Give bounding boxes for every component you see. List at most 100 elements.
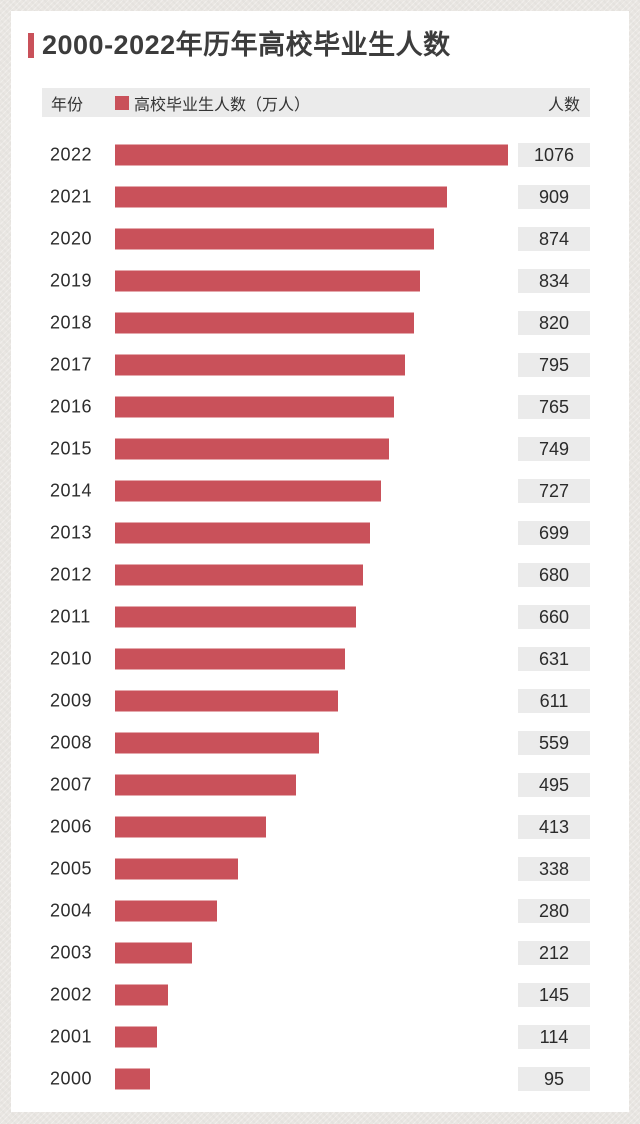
bar: [115, 396, 394, 418]
bar: [115, 774, 296, 796]
year-label: 2021: [50, 186, 93, 207]
value-badge: 727: [518, 479, 590, 503]
year-label: 2022: [50, 144, 93, 165]
table-row: 2004 280: [11, 890, 629, 932]
bar: [115, 354, 405, 376]
chart-card: 2000-2022年历年高校毕业生人数 年份 高校毕业生人数（万人） 人数 20…: [11, 11, 629, 1112]
year-label: 2008: [50, 732, 93, 753]
year-label: 2018: [50, 312, 93, 333]
table-row: 2010 631: [11, 638, 629, 680]
value-badge: 834: [518, 269, 590, 293]
table-row: 2000 95: [11, 1058, 629, 1100]
value-badge: 611: [518, 689, 590, 713]
bar: [115, 1026, 157, 1048]
legend-swatch-icon: [115, 95, 130, 110]
bar: [115, 438, 389, 460]
table-row: 2021 909: [11, 176, 629, 218]
value-badge: 795: [518, 353, 590, 377]
bar: [115, 942, 192, 964]
year-label: 2002: [50, 984, 93, 1005]
year-label: 2006: [50, 816, 93, 837]
year-label: 2003: [50, 942, 93, 963]
value-badge: 338: [518, 857, 590, 881]
value-badge: 699: [518, 521, 590, 545]
bar: [115, 648, 345, 670]
year-label: 2012: [50, 564, 93, 585]
year-label: 2015: [50, 438, 93, 459]
year-label: 2011: [50, 606, 91, 627]
bar: [115, 606, 356, 628]
table-row: 2009 611: [11, 680, 629, 722]
table-row: 2006 413: [11, 806, 629, 848]
table-row: 2007 495: [11, 764, 629, 806]
bar: [115, 270, 420, 292]
bar: [115, 480, 381, 502]
value-badge: 874: [518, 227, 590, 251]
value-badge: 765: [518, 395, 590, 419]
value-badge: 495: [518, 773, 590, 797]
bar: [115, 858, 238, 880]
value-badge: 909: [518, 185, 590, 209]
value-badge: 1076: [518, 143, 590, 167]
bar: [115, 816, 266, 838]
table-header: 年份 高校毕业生人数（万人） 人数: [42, 88, 590, 117]
bar: [115, 522, 370, 544]
table-row: 2019 834: [11, 260, 629, 302]
bar: [115, 228, 434, 250]
table-row: 2022 1076: [11, 134, 629, 176]
table-row: 2016 765: [11, 386, 629, 428]
year-label: 2007: [50, 774, 93, 795]
year-label: 2001: [50, 1026, 93, 1047]
value-badge: 114: [518, 1025, 590, 1049]
bar: [115, 186, 447, 208]
table-row: 2002 145: [11, 974, 629, 1016]
table-row: 2001 114: [11, 1016, 629, 1058]
table-row: 2013 699: [11, 512, 629, 554]
year-label: 2013: [50, 522, 93, 543]
table-row: 2003 212: [11, 932, 629, 974]
value-badge: 212: [518, 941, 590, 965]
value-badge: 660: [518, 605, 590, 629]
value-badge: 95: [518, 1067, 590, 1091]
value-badge: 680: [518, 563, 590, 587]
table-row: 2008 559: [11, 722, 629, 764]
bar: [115, 690, 338, 712]
value-badge: 631: [518, 647, 590, 671]
bar: [115, 312, 414, 334]
year-label: 2014: [50, 480, 93, 501]
year-label: 2010: [50, 648, 93, 669]
page-title-row: 2000-2022年历年高校毕业生人数: [28, 30, 451, 61]
year-label: 2000: [50, 1068, 93, 1089]
value-badge: 820: [518, 311, 590, 335]
year-label: 2004: [50, 900, 93, 921]
value-badge: 749: [518, 437, 590, 461]
value-badge: 559: [518, 731, 590, 755]
year-column-header: 年份: [51, 96, 84, 114]
table-row: 2020 874: [11, 218, 629, 260]
title-accent-bar: [28, 33, 34, 59]
bar: [115, 984, 168, 1006]
year-label: 2005: [50, 858, 93, 879]
table-row: 2018 820: [11, 302, 629, 344]
table-row: 2017 795: [11, 344, 629, 386]
table-row: 2011 660: [11, 596, 629, 638]
bar-chart-rows: 2022 1076 2021 909 2020 874 2019 834 201…: [11, 134, 629, 1100]
value-badge: 413: [518, 815, 590, 839]
bar: [115, 900, 217, 922]
value-badge: 280: [518, 899, 590, 923]
bar: [115, 1068, 150, 1090]
year-label: 2009: [50, 690, 93, 711]
year-label: 2016: [50, 396, 93, 417]
bar: [115, 564, 363, 586]
table-row: 2005 338: [11, 848, 629, 890]
bar: [115, 144, 508, 166]
table-row: 2014 727: [11, 470, 629, 512]
year-label: 2019: [50, 270, 93, 291]
bar: [115, 732, 319, 754]
page-title: 2000-2022年历年高校毕业生人数: [42, 30, 451, 60]
table-row: 2012 680: [11, 554, 629, 596]
year-label: 2020: [50, 228, 93, 249]
value-badge: 145: [518, 983, 590, 1007]
count-column-header: 人数: [547, 96, 580, 114]
year-label: 2017: [50, 354, 93, 375]
